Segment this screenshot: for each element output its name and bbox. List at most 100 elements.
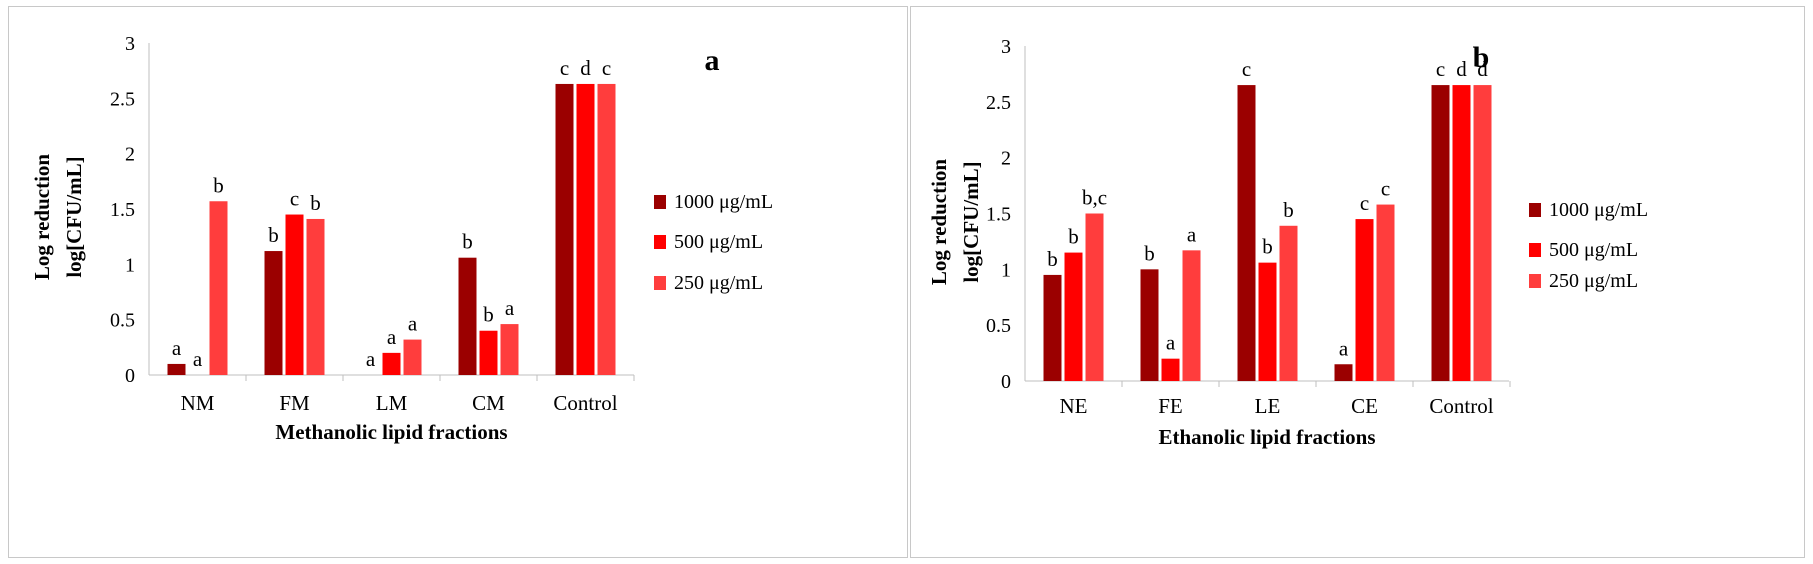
bar <box>479 330 498 375</box>
y-tick-label: 0.5 <box>986 315 1011 337</box>
significance-label: b <box>1262 235 1273 259</box>
significance-label: c <box>1242 57 1251 81</box>
significance-label: b <box>462 230 473 254</box>
bar <box>1334 364 1353 381</box>
x-tick-label: CE <box>1351 394 1378 418</box>
legend-label: 250 μg/mL <box>674 272 763 294</box>
bar <box>209 201 228 375</box>
y-axis-title-line1: Log reduction <box>927 159 951 286</box>
bar <box>382 352 401 375</box>
y-tick-label: 1 <box>1001 259 1011 281</box>
bar <box>1237 85 1256 381</box>
significance-label: a <box>193 347 203 371</box>
legend-label: 1000 μg/mL <box>674 191 773 213</box>
significance-label: b <box>268 223 279 247</box>
y-tick-label: 1.5 <box>110 199 135 221</box>
panel-label: a <box>705 44 720 77</box>
bar <box>1085 213 1104 381</box>
y-tick-label: 2 <box>1001 148 1011 170</box>
significance-label: a <box>387 325 397 349</box>
y-tick-label: 2.5 <box>986 92 1011 114</box>
significance-label: b <box>1283 198 1294 222</box>
chart-panel-a: 0 0.5 1 1.5 2 2.5 3 NM a a b FM b c b LM a a a CM b b a Control… <box>8 6 908 558</box>
x-tick-label: LM <box>376 391 408 415</box>
significance-label: a <box>1166 331 1176 355</box>
significance-label: c <box>602 56 611 80</box>
bar <box>403 339 422 375</box>
significance-label: a <box>1187 222 1197 246</box>
significance-label: b <box>483 303 494 327</box>
legend-swatch <box>1529 274 1541 288</box>
y-tick-label: 2 <box>125 144 135 166</box>
significance-label: b,c <box>1082 186 1107 210</box>
legend-swatch <box>654 235 666 249</box>
bar <box>285 214 304 375</box>
y-tick-label: 0 <box>125 365 135 387</box>
bar <box>1376 204 1395 381</box>
x-tick-label: FM <box>279 391 310 415</box>
y-tick-label: 0 <box>1001 371 1011 393</box>
bar <box>1355 219 1374 381</box>
legend-swatch <box>1529 243 1541 257</box>
x-tick-label: Control <box>1429 394 1493 418</box>
x-tick-label: Control <box>553 391 617 415</box>
y-tick-label: 0.5 <box>110 310 135 332</box>
significance-label: d <box>580 56 591 80</box>
y-axis-title-line2: log[CFU/mL] <box>62 156 86 277</box>
panel-label: b <box>1473 41 1490 74</box>
x-axis-title: Ethanolic lipid fractions <box>1158 425 1375 449</box>
significance-label: d <box>1456 57 1467 81</box>
significance-label: a <box>505 296 515 320</box>
significance-label: b <box>1068 225 1079 249</box>
y-tick-label: 1.5 <box>986 204 1011 226</box>
bar <box>555 83 574 376</box>
significance-label: d <box>1477 57 1488 81</box>
legend-label: 500 μg/mL <box>674 231 763 253</box>
significance-label: c <box>1360 191 1369 215</box>
significance-label: b <box>1144 241 1155 265</box>
bar <box>264 251 283 375</box>
y-tick-label: 2.5 <box>110 88 135 110</box>
significance-label: c <box>1381 177 1390 201</box>
bar <box>1279 225 1298 381</box>
bar <box>1064 252 1083 381</box>
x-axis-title: Methanolic lipid fractions <box>275 420 507 444</box>
significance-label: b <box>213 173 224 197</box>
bar <box>306 218 325 375</box>
significance-label: a <box>1339 336 1349 360</box>
y-tick-label: 3 <box>1001 36 1011 58</box>
bar <box>500 324 519 375</box>
x-tick-label: LE <box>1255 394 1281 418</box>
significance-label: a <box>172 336 182 360</box>
bar <box>167 363 186 375</box>
x-tick-label: FE <box>1158 394 1183 418</box>
bar <box>1258 262 1277 381</box>
significance-label: c <box>1436 57 1445 81</box>
x-tick-label: CM <box>472 391 505 415</box>
y-axis-title-line2: log[CFU/mL] <box>959 161 983 282</box>
significance-label: a <box>408 312 418 336</box>
significance-label: c <box>560 56 569 80</box>
bar <box>597 83 616 376</box>
bar <box>458 257 477 375</box>
significance-label: b <box>310 191 321 215</box>
bar <box>576 83 595 376</box>
bar <box>1043 274 1062 381</box>
y-axis-title-line1: Log reduction <box>30 154 54 281</box>
x-tick-label: NM <box>181 391 215 415</box>
bar <box>1161 358 1180 381</box>
legend-label: 500 μg/mL <box>1549 239 1638 261</box>
bar <box>1431 85 1450 381</box>
legend-swatch <box>654 276 666 290</box>
chart-panel-b: 0 0.5 1 1.5 2 2.5 3 NE b b b,c FE b a a LE c b b CE a c c Contr… <box>910 6 1805 558</box>
bar <box>1182 250 1201 381</box>
x-tick-label: NE <box>1060 394 1088 418</box>
legend-swatch <box>654 195 666 209</box>
legend-label: 1000 μg/mL <box>1549 199 1648 221</box>
y-tick-label: 1 <box>125 254 135 276</box>
significance-label: b <box>1047 247 1058 271</box>
chart-b-svg: 00.511.522.53NEbbb,cFEbaaLEcbbCEaccContr… <box>927 36 1648 449</box>
bar <box>1473 85 1492 381</box>
bar <box>1140 269 1159 381</box>
